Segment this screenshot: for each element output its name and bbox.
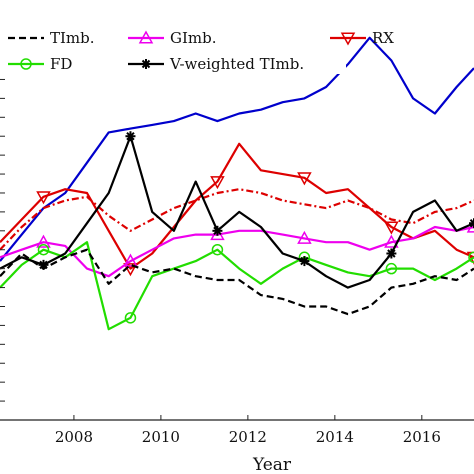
legend-marker	[141, 59, 151, 69]
series-marker-v-weighted-timb	[38, 259, 49, 270]
legend-item-fd: FD	[8, 55, 72, 73]
series-marker-v-weighted-timb	[212, 225, 223, 236]
x-tick-label: 2012	[229, 428, 267, 446]
series-line-timb	[0, 248, 474, 316]
x-tick-label: 2008	[55, 428, 93, 446]
series-marker-rx	[466, 251, 474, 265]
series-marker-gimb	[123, 253, 138, 267]
legend: TImb. GImb. RX FD V-weighted TImb.	[0, 18, 394, 74]
series-marker-v-weighted-timb	[299, 256, 310, 267]
series-marker-fd	[211, 243, 224, 256]
series-marker-rx	[384, 221, 399, 235]
legend-item-gimb: GImb.	[128, 29, 217, 47]
x-tick-label: 2014	[316, 428, 354, 446]
legend-item-timb: TImb.	[8, 29, 95, 47]
series-line-v-weighted-timb	[0, 135, 474, 289]
legend-item-v-weighted-timb: V-weighted TImb.	[128, 55, 304, 73]
plot-area	[0, 36, 474, 331]
legend-label: RX	[372, 29, 394, 47]
legend-item-rx: RX	[330, 29, 394, 47]
x-tick-label: 2010	[142, 428, 180, 446]
legend-label: GImb.	[170, 29, 217, 47]
series-marker-fd	[124, 312, 137, 324]
series-marker-fd	[468, 251, 474, 264]
legend-marker	[20, 58, 32, 70]
series-marker-rx	[297, 172, 312, 186]
series-marker-rx	[36, 191, 51, 205]
x-axis: 2008 2010 2012 2014 2016	[0, 22, 474, 446]
legend-box	[0, 18, 346, 74]
legend-label: V-weighted TImb.	[169, 55, 304, 73]
series-marker-fd	[37, 243, 50, 256]
series-marker-v-weighted-timb	[386, 248, 397, 259]
series-marker-v-weighted-timb	[469, 218, 474, 229]
x-axis-title: Year	[252, 455, 292, 474]
series-marker-gimb	[36, 234, 51, 248]
legend-marker	[340, 32, 356, 46]
series-marker-fd	[385, 262, 398, 275]
series-marker-rx	[123, 263, 138, 277]
legend-marker	[138, 30, 154, 44]
series-marker-gimb	[297, 230, 312, 244]
series-line-rx	[0, 142, 474, 270]
series-marker-rx	[210, 176, 225, 190]
series-line-series-6	[0, 36, 474, 262]
x-tick-label: 2016	[403, 428, 441, 446]
series-marker-v-weighted-timb	[125, 131, 136, 142]
series-line-fd	[0, 241, 474, 331]
legend-label: FD	[50, 55, 72, 73]
series-marker-gimb	[384, 234, 399, 248]
legend-label: TImb.	[50, 29, 95, 47]
